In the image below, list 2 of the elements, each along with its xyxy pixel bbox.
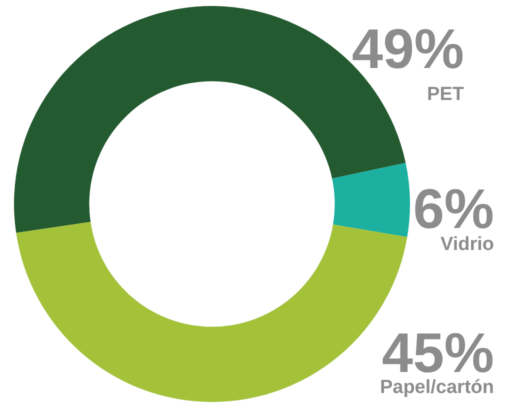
slice-label: PET: [427, 84, 464, 105]
data-label: 49%: [352, 17, 464, 80]
